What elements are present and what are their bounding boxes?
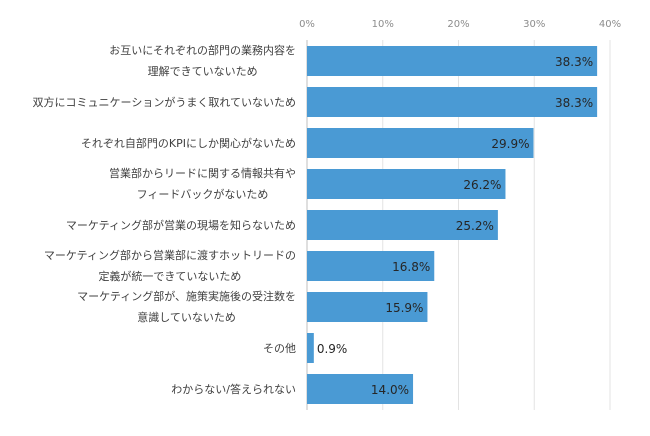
category-label-line: 定義が統一できていないため: [98, 269, 241, 283]
category-label-line: 営業部からリードに関する情報共有や: [109, 166, 296, 180]
value-label: 16.8%: [392, 260, 430, 274]
x-tick-label: 30%: [523, 19, 545, 30]
value-label: 14.0%: [371, 383, 409, 397]
category-labels: お互いにそれぞれの部門の業務内容を理解できていないため双方にコミュニケーションが…: [33, 43, 296, 396]
category-label-line: 双方にコミュニケーションがうまく取れていないため: [33, 95, 296, 109]
x-tick-label: 10%: [372, 19, 394, 30]
x-tick-label: 40%: [599, 19, 621, 30]
x-axis-ticks: 0% 10% 20% 30% 40%: [299, 19, 621, 30]
bar: [307, 210, 498, 240]
category-label-line: 理解できていないため: [148, 64, 258, 78]
category-label-line: 意識していないため: [137, 310, 236, 324]
bar: [307, 374, 414, 404]
value-label: 26.2%: [463, 178, 501, 192]
bar: [307, 87, 598, 117]
category-label-line: マーケティング部が、施策実施後の受注数を: [77, 289, 296, 303]
bar: [307, 46, 598, 76]
category-label: その他: [263, 342, 296, 355]
bar: [307, 292, 428, 322]
x-tick-label: 0%: [299, 19, 315, 30]
value-label: 15.9%: [385, 301, 423, 315]
bars: [307, 46, 598, 404]
value-labels: 38.3% 38.3% 29.9% 26.2% 25.2% 16.8% 15.9% 0.9% 1…: [317, 55, 593, 397]
value-label: 38.3%: [555, 55, 593, 69]
bar: [307, 333, 314, 363]
category-label-line: マーケティング部から営業部に渡すホットリードの: [44, 248, 296, 262]
bar: [307, 251, 435, 281]
category-label-line: マーケティング部が営業の現場を知らないため: [66, 218, 296, 232]
category-label-line: その他: [263, 342, 296, 355]
category-label-line: お互いにそれぞれの部門の業務内容を: [109, 43, 296, 57]
value-label: 29.9%: [491, 137, 529, 151]
category-label-line: わからない/答えられない: [171, 382, 296, 396]
category-label-line: それぞれ自部門のKPIにしか関心がないため: [81, 136, 296, 150]
value-label: 0.9%: [317, 342, 348, 356]
category-label: マーケティング部が営業の現場を知らないため: [66, 218, 296, 232]
category-label: 双方にコミュニケーションがうまく取れていないため: [33, 95, 296, 109]
category-label: それぞれ自部門のKPIにしか関心がないため: [81, 136, 296, 150]
value-label: 38.3%: [555, 96, 593, 110]
category-label-line: フィードバックがないため: [137, 187, 269, 201]
bar: [307, 128, 534, 158]
x-tick-label: 20%: [447, 19, 469, 30]
category-label: わからない/答えられない: [171, 382, 296, 396]
value-label: 25.2%: [456, 219, 494, 233]
bar: [307, 169, 506, 199]
